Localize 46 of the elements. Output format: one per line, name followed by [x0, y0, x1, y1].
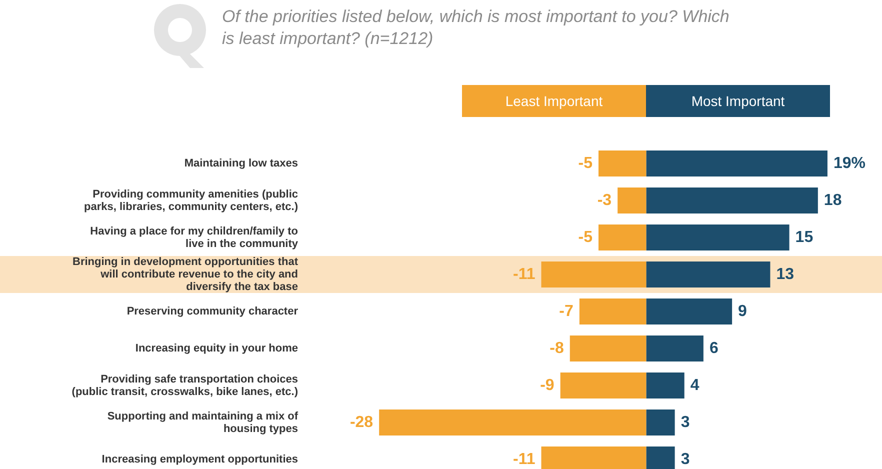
bar [379, 409, 646, 436]
data-label: -11 [513, 266, 536, 283]
bar [646, 298, 732, 325]
data-label: -9 [540, 376, 554, 394]
data-label: -3 [597, 192, 612, 209]
text: Most Important [646, 85, 830, 117]
y-tick-label: Preserving community character [126, 306, 299, 318]
data-label: 3 [680, 450, 690, 468]
data-label: 13 [776, 266, 794, 283]
data-label: -5 [578, 228, 593, 246]
y-tick-label: Providing community amenities (public parks, libraries, community centers, etc.) [84, 188, 298, 213]
bar [579, 298, 646, 325]
y-tick-label: Having a place for my children/family to live in the community [90, 225, 299, 250]
bar [646, 372, 684, 399]
data-label: 18 [824, 192, 842, 209]
bar [618, 187, 646, 214]
bar [646, 187, 818, 214]
y-tick-label: Increasing employment opportunities [102, 454, 298, 466]
data-label: 19% [833, 154, 866, 172]
data-label: -11 [513, 450, 536, 468]
data-label: 4 [690, 376, 700, 394]
bar [646, 335, 704, 362]
y-tick-label: Increasing equity in your home [135, 342, 298, 355]
y-tick-label: Maintaining low taxes [184, 158, 298, 170]
data-label: -8 [550, 340, 564, 357]
bar [646, 409, 675, 436]
text: Least Important [462, 85, 646, 117]
data-label: 15 [795, 228, 814, 246]
data-label: -5 [578, 154, 593, 172]
bar [598, 224, 646, 251]
bar [646, 150, 828, 177]
data-label: 3 [680, 414, 690, 431]
bar [646, 261, 770, 288]
bar [560, 372, 646, 399]
bar [541, 261, 646, 288]
data-label: -7 [559, 302, 574, 320]
y-tick-label: Supporting and maintaining a mix of housing types [107, 410, 298, 435]
bar [598, 150, 646, 177]
chart-title: Of the priorities listed below, which is most important to you? Which is least important? (n=1212) [222, 6, 730, 50]
bar [646, 224, 790, 251]
bar [570, 335, 646, 362]
y-tick-label: Bringing in development opportunities that will contribute revenue to the city and diversify the tax base [72, 256, 298, 294]
y-tick-label: Providing safe transportation choices (public transit, crosswalks, bike lanes, etc.) [72, 373, 298, 398]
data-label: -28 [350, 414, 374, 431]
data-label: 6 [709, 340, 718, 357]
data-label: 9 [738, 302, 748, 320]
